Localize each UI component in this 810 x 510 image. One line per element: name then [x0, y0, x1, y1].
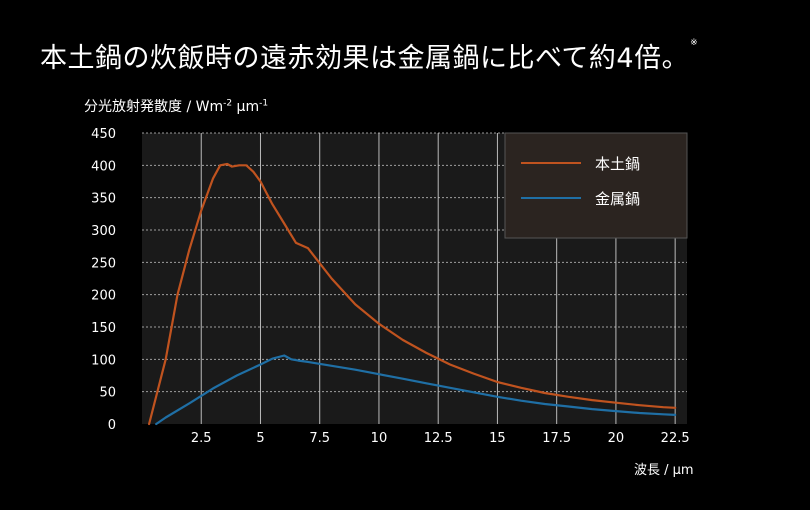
y-tick-label: 100: [91, 353, 116, 368]
x-tick-label: 17.5: [542, 431, 571, 446]
note-mark: ※: [690, 38, 699, 48]
legend-label-1: 本土鍋: [595, 155, 640, 173]
x-tick-label: 2.5: [191, 431, 212, 446]
y-tick-label: 450: [91, 127, 116, 142]
y-axis-label-exp1: -2: [223, 98, 233, 109]
y-tick-label: 350: [91, 192, 116, 207]
y-axis-label-exp2: -1: [259, 98, 269, 109]
grid: [142, 132, 687, 424]
y-tick-label: 400: [91, 159, 116, 174]
y-tick-label: 0: [108, 418, 116, 433]
legend-box: [504, 132, 688, 239]
series-lines: [148, 162, 677, 426]
y-tick-label: 200: [91, 289, 116, 304]
y-tick-label: 50: [99, 386, 116, 401]
page-title-text: 本土鍋の炊飯時の遠赤効果は金属鍋に比べて約4倍。: [40, 43, 690, 74]
x-tick-label: 20: [608, 431, 625, 446]
x-tick-label: 5: [256, 431, 264, 446]
x-tick-label: 10: [371, 431, 388, 446]
x-tick-label: 7.5: [309, 431, 330, 446]
y-axis-label: 分光放射発散度 / Wm-2 μm-1: [84, 96, 268, 116]
page-title: 本土鍋の炊飯時の遠赤効果は金属鍋に比べて約4倍。※: [40, 36, 698, 75]
legend-label-2: 金属鍋: [595, 190, 640, 208]
y-tick-label: 150: [91, 321, 116, 336]
series-line-1: [148, 162, 677, 426]
y-axis-label-unit2: μm: [232, 99, 260, 115]
series-line-2: [155, 354, 677, 426]
y-tick-label: 250: [91, 256, 116, 271]
x-tick-label: 15: [489, 431, 506, 446]
x-tick-labels: 2.5 5 7.5 10 12.5 15 17.5 20 22.5: [191, 431, 690, 446]
x-tick-label: 22.5: [661, 431, 690, 446]
x-tick-label: 12.5: [424, 431, 453, 446]
y-axis-label-main: 分光放射発散度 / Wm: [84, 99, 224, 115]
x-axis-label: 波長 / μm: [634, 463, 694, 478]
y-tick-labels: 0 50 100 150 200 250 300 350 400 450: [91, 127, 116, 433]
y-tick-label: 300: [91, 224, 116, 239]
